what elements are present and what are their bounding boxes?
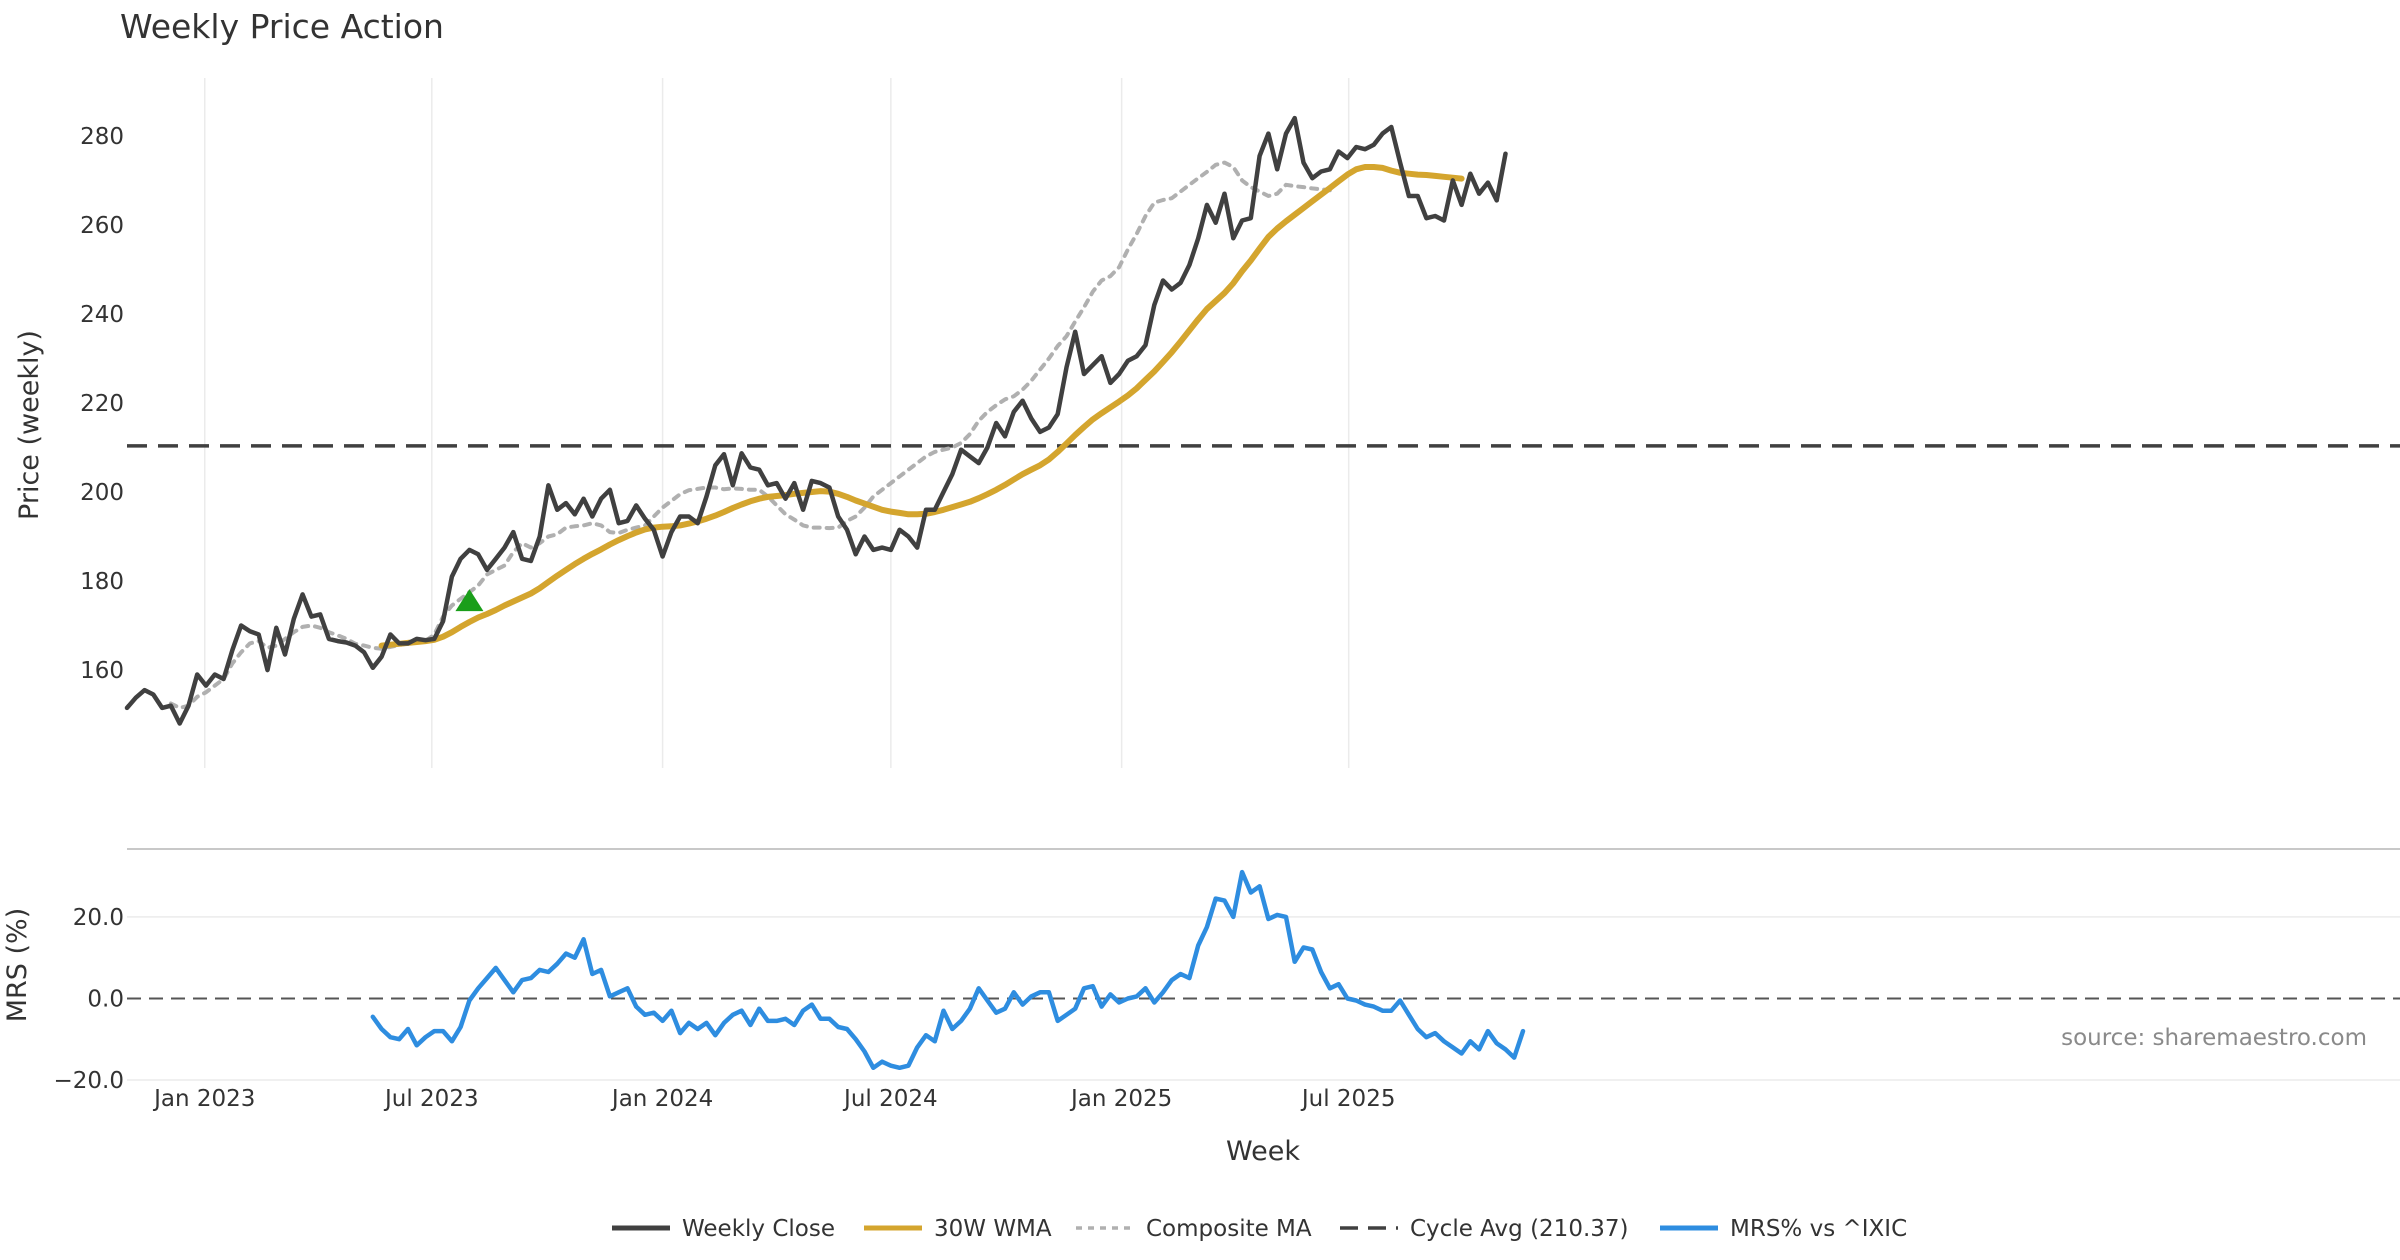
- main-y-tick-160: 160: [80, 658, 124, 684]
- x-tick-labels: Jan 2023 Jul 2023 Jan 2024 Jul 2024 Jan 2025…: [152, 1086, 1395, 1112]
- mrs-series: [370, 869, 1526, 1071]
- main-y-tick-220: 220: [80, 391, 124, 417]
- price-series: [124, 115, 1508, 726]
- signal-markers: [455, 589, 484, 612]
- legend-label: MRS% vs ^IXIC: [1730, 1216, 1907, 1242]
- series-30w-wma: [378, 164, 1465, 649]
- legend-label: Weekly Close: [682, 1216, 835, 1242]
- main-y-tick-180: 180: [80, 569, 124, 595]
- legend-item-composite-ma: Composite MA: [1076, 1216, 1312, 1242]
- mrs-y-tick-labels: 20.0 0.0 −20.0: [54, 905, 124, 1094]
- x-tick-jul-2023: Jul 2023: [383, 1086, 479, 1112]
- mrs-y-axis-title: MRS (%): [2, 908, 33, 1023]
- source-watermark: source: sharemaestro.com: [2061, 1025, 2367, 1051]
- legend-item-mrs-vs-ixic: MRS% vs ^IXIC: [1660, 1216, 1907, 1242]
- chart-title: Weekly Price Action: [120, 7, 444, 46]
- legend: Weekly Close 30W WMA Composite MA Cycle Avg…: [612, 1216, 1907, 1242]
- legend-item-weekly-close: Weekly Close: [612, 1216, 835, 1242]
- x-tick-jan-2024: Jan 2024: [610, 1086, 713, 1112]
- main-y-axis-title: Price (weekly): [14, 330, 45, 520]
- main-y-tick-260: 260: [80, 213, 124, 239]
- x-tick-jul-2025: Jul 2025: [1300, 1086, 1396, 1112]
- buy-signal-marker: [455, 589, 484, 612]
- x-tick-jan-2023: Jan 2023: [152, 1086, 255, 1112]
- series-mrs-vs-ixic: [370, 869, 1526, 1071]
- main-plot-gridlines: [204, 78, 1350, 768]
- main-y-tick-200: 200: [80, 480, 124, 506]
- legend-label: Cycle Avg (210.37): [1410, 1216, 1629, 1242]
- main-y-tick-240: 240: [80, 302, 124, 328]
- series-weekly-close: [124, 115, 1508, 726]
- legend-item-cycle-avg-210-37: Cycle Avg (210.37): [1340, 1216, 1629, 1242]
- legend-label: Composite MA: [1146, 1216, 1312, 1242]
- series-composite-ma: [168, 160, 1332, 710]
- mrs-plot-gridlines: [127, 916, 2400, 1081]
- mrs-y-tick-0: 20.0: [73, 905, 124, 931]
- x-axis-title: Week: [1226, 1136, 1300, 1167]
- legend-label: 30W WMA: [934, 1216, 1052, 1242]
- x-tick-jul-2024: Jul 2024: [842, 1086, 938, 1112]
- legend-item-30w-wma: 30W WMA: [864, 1216, 1052, 1242]
- main-y-tick-280: 280: [80, 124, 124, 150]
- mrs-y-tick-1: 0.0: [87, 986, 124, 1012]
- mrs-y-tick-2: −20.0: [54, 1068, 124, 1094]
- main-y-tick-labels: 160 180 200 220 240 260 280: [80, 124, 124, 684]
- x-tick-jan-2025: Jan 2025: [1069, 1086, 1172, 1112]
